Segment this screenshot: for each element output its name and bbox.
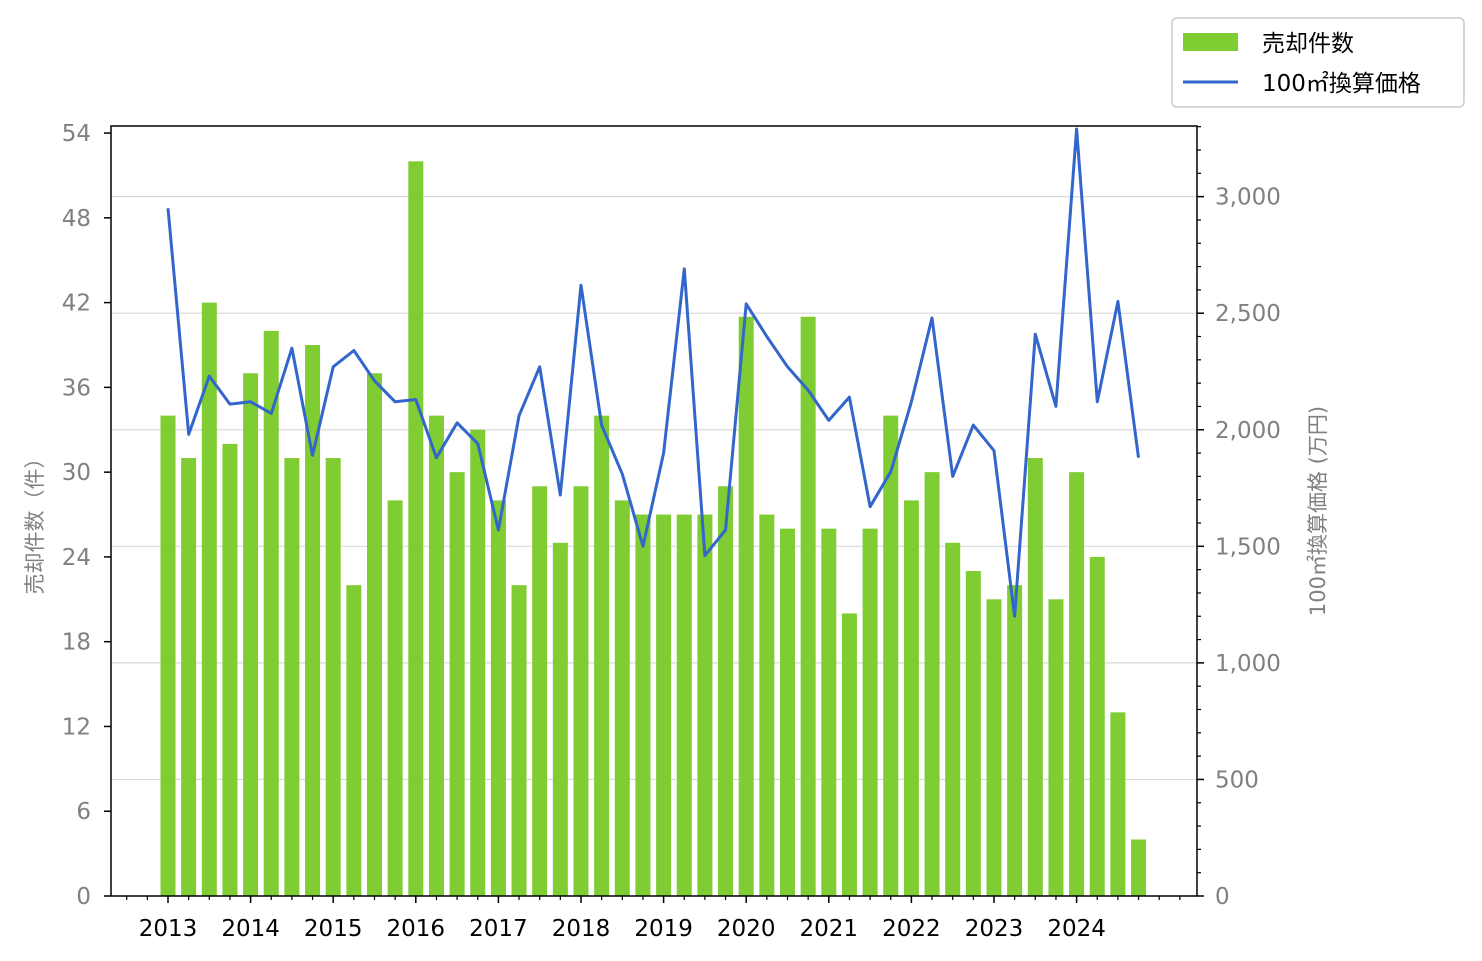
y-tick-label: 12	[62, 714, 91, 740]
x-tick-label: 2016	[387, 916, 446, 942]
bar	[1069, 472, 1085, 896]
y2-tick-label: 1,000	[1215, 651, 1281, 677]
bar	[1089, 556, 1105, 896]
bar	[552, 542, 568, 896]
bar	[945, 542, 961, 896]
legend: 売却件数 100㎡換算価格	[1171, 17, 1465, 108]
x-tick-label: 2022	[882, 916, 941, 942]
legend-bar-label: 売却件数	[1262, 31, 1354, 57]
y-tick-label: 48	[62, 206, 91, 232]
bar	[821, 528, 837, 896]
y2-tick-label: 3,000	[1215, 185, 1281, 211]
bar	[387, 500, 403, 896]
bar	[305, 344, 321, 896]
y2-tick-label: 2,000	[1215, 418, 1281, 444]
plot-frame	[110, 125, 1198, 897]
bar	[1131, 839, 1147, 896]
x-tick-label: 2018	[552, 916, 611, 942]
bar	[201, 302, 217, 897]
bar	[263, 330, 279, 896]
right-axis: 0 500 1,000 1,500 2,000 2,500 3,000	[1197, 126, 1281, 910]
bar	[759, 514, 775, 896]
bar	[449, 472, 465, 896]
y-tick-label: 0	[76, 884, 91, 910]
y-axis-title: 売却件数（件）	[23, 448, 47, 595]
bar	[924, 472, 940, 896]
bar	[428, 415, 444, 896]
x-tick-label: 2015	[304, 916, 363, 942]
bar	[965, 571, 981, 896]
bar	[1027, 458, 1043, 896]
bar	[635, 514, 651, 896]
bar	[800, 316, 816, 896]
legend-bar-swatch	[1183, 33, 1238, 51]
x-axis: 2013 2014 2015 2016 2017 2018 2019 2020 2021 2022…	[126, 896, 1181, 942]
bar	[284, 458, 300, 896]
x-tick-label: 2014	[221, 916, 280, 942]
bar	[1048, 599, 1064, 896]
y-tick-label: 42	[62, 291, 91, 317]
x-tick-label: 2013	[139, 916, 198, 942]
line-series	[166, 127, 1140, 618]
x-tick-label: 2019	[634, 916, 693, 942]
bar	[470, 429, 486, 896]
bar	[573, 486, 589, 896]
bar	[346, 585, 362, 896]
bar	[1110, 712, 1126, 896]
y-tick-label: 24	[62, 545, 91, 571]
bar	[780, 528, 795, 896]
y2-tick-label: 1,500	[1215, 534, 1281, 560]
bar	[738, 316, 754, 896]
legend-box	[1171, 17, 1465, 108]
bar	[367, 373, 382, 897]
bar	[511, 585, 527, 896]
x-tick-label: 2023	[965, 916, 1024, 942]
bar	[325, 458, 341, 896]
series-line	[166, 127, 1140, 618]
y-tick-label: 18	[62, 630, 91, 656]
bar	[408, 161, 424, 896]
x-tick-label: 2024	[1047, 916, 1106, 942]
left-axis: 0 6 12 18 24 30 36 42 48 54	[62, 121, 111, 910]
bar-series	[160, 161, 1147, 897]
bar	[594, 415, 610, 896]
x-tick-label: 2017	[469, 916, 528, 942]
y-tick-label: 6	[76, 799, 91, 825]
bar	[883, 415, 899, 896]
bar	[532, 486, 548, 896]
bar	[1007, 585, 1023, 896]
y-tick-label: 36	[62, 375, 91, 401]
y-tick-label: 30	[62, 460, 91, 486]
bar	[614, 500, 630, 896]
bar	[718, 486, 734, 896]
bar	[986, 599, 1002, 896]
y2-tick-label: 2,500	[1215, 301, 1281, 327]
bar	[243, 373, 259, 897]
bar	[841, 613, 857, 896]
bar	[656, 514, 672, 896]
x-tick-label: 2021	[800, 916, 859, 942]
bar	[676, 514, 692, 896]
y-tick-label: 54	[62, 121, 91, 147]
bar	[490, 500, 506, 896]
bar	[903, 500, 919, 896]
bar	[222, 443, 238, 896]
y2-tick-label: 0	[1215, 884, 1230, 910]
x-tick-label: 2020	[717, 916, 776, 942]
bar	[160, 415, 176, 896]
bar	[697, 514, 713, 896]
y2-axis-title: 100㎡換算価格 (万円)	[1306, 406, 1330, 616]
y2-tick-label: 500	[1215, 767, 1259, 793]
bar	[862, 528, 878, 896]
bar	[181, 458, 197, 896]
legend-line-label: 100㎡換算価格	[1262, 71, 1421, 97]
